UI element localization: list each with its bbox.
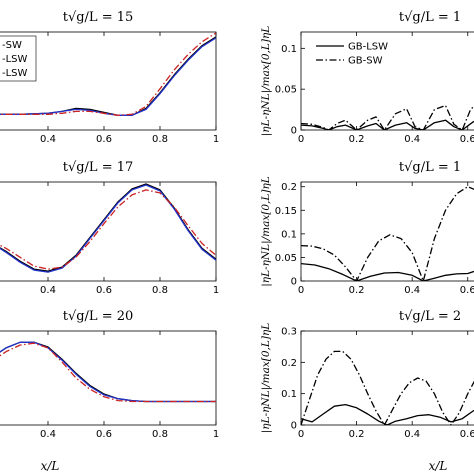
panel-right-top: 0 0.2 0.4 0.6 0 0.05 0.1 t√g/L = 1 |ηL-ηNL|/max[…	[260, 10, 474, 145]
series-line-curve-2	[0, 342, 216, 403]
series-line-curve-2	[0, 189, 216, 270]
y-tick-label: 0.1	[281, 389, 297, 400]
y-axis-label: |ηL-ηNL|/max[0,L]ηL	[260, 323, 273, 433]
axes-frame	[0, 330, 217, 426]
panel-left-bottom: 0.20.40.60.81t√g/L = 20x/L	[0, 309, 219, 473]
series-line-gb-sw	[301, 350, 474, 425]
axes-frame	[300, 330, 474, 426]
panel-title: t√g/L = 1	[399, 10, 461, 25]
x-tick-label: 0.6	[460, 134, 474, 145]
panel-left-top: 0.20.40.60.81t√g/L = 15-SW-LSW-LSW	[0, 10, 219, 145]
x-tick-label: 0.6	[460, 285, 474, 296]
axes-frame	[0, 181, 217, 282]
series-line-gb-lsw	[301, 262, 474, 281]
series-line-curve-0	[0, 183, 216, 272]
series-line-curve-1	[0, 341, 216, 403]
series-group	[0, 341, 216, 403]
x-axis-label: x/L	[429, 459, 448, 473]
panel-right-middle: 0 0.2 0.4 0.6 0 0.05 0.1 0.15 0.2 t√g/L = 1 |ηL-ηN…	[260, 160, 474, 296]
y-tick-label: 0.05	[275, 85, 297, 96]
y-tick-label: 0.1	[281, 229, 297, 240]
series-line-curve-0	[0, 341, 216, 403]
x-tick-label: 0.6	[460, 429, 474, 440]
legend-label: -LSW	[2, 54, 28, 65]
x-tick-label: 1	[213, 134, 219, 145]
x-tick-label: 0.8	[152, 429, 168, 440]
series-group	[0, 183, 216, 273]
series-line-gb-sw	[301, 186, 474, 281]
x-tick-label: 0.2	[349, 429, 365, 440]
series-line-gb-lsw	[301, 403, 474, 425]
legend-label: GB-SW	[348, 56, 383, 67]
x-tick-label: 0	[298, 134, 304, 145]
x-tick-label: 0.4	[404, 429, 420, 440]
x-tick-label: 0	[298, 285, 304, 296]
series-line-curve-1	[0, 184, 216, 273]
panel-title: t√g/L = 1	[399, 160, 461, 175]
y-tick-label: 0.2	[281, 358, 297, 369]
x-tick-label: 0.6	[96, 134, 112, 145]
x-tick-label: 0.4	[40, 134, 56, 145]
x-tick-label: 0	[298, 429, 304, 440]
y-tick-label: 0.15	[275, 206, 297, 217]
x-axis-label: x/L	[41, 459, 60, 473]
x-tick-label: 0.2	[349, 134, 365, 145]
x-tick-label: 0.8	[152, 285, 168, 296]
series-line-gb-lsw	[301, 119, 474, 130]
x-tick-label: 0.2	[349, 285, 365, 296]
series-line-gb-sw	[301, 104, 474, 130]
panel-left-middle: 0.20.40.60.81t√g/L = 17	[0, 160, 219, 296]
y-axis-label: |ηL-ηNL|/max[0,L]ηL	[260, 176, 273, 286]
panel-title: t√g/L = 2	[399, 309, 461, 324]
x-tick-label: 0.6	[96, 429, 112, 440]
legend-label: -LSW	[2, 68, 28, 79]
y-axis-label: |ηL-ηNL|/max[0,L]ηL	[260, 26, 273, 136]
y-tick-label: 0.3	[281, 327, 297, 338]
x-tick-label: 0.4	[40, 285, 56, 296]
x-tick-label: 0.4	[404, 285, 420, 296]
legend-label: -SW	[2, 40, 22, 51]
axes-frame	[300, 31, 474, 131]
series-group	[0, 32, 216, 116]
x-tick-label: 1	[213, 429, 219, 440]
y-tick-label: 0.05	[275, 253, 297, 264]
series-group	[301, 104, 474, 130]
y-tick-label: 0.1	[281, 44, 297, 55]
panel-title: t√g/L = 20	[63, 309, 134, 324]
x-tick-label: 0.6	[96, 285, 112, 296]
y-tick-label: 0	[291, 421, 297, 432]
y-tick-label: 0	[291, 126, 297, 137]
y-tick-label: 0.2	[281, 182, 297, 193]
x-tick-label: 1	[213, 285, 219, 296]
panel-title: t√g/L = 15	[63, 10, 134, 25]
legend-label: GB-LSW	[348, 42, 388, 53]
series-line-curve-2	[0, 32, 216, 116]
legend-box	[0, 35, 37, 82]
x-tick-label: 0.8	[152, 134, 168, 145]
x-tick-label: 0.4	[404, 134, 420, 145]
axes-frame	[300, 181, 474, 282]
x-tick-label: 0.4	[40, 429, 56, 440]
series-group	[301, 350, 474, 425]
panel-title: t√g/L = 17	[63, 160, 134, 175]
y-tick-label: 0	[291, 277, 297, 288]
series-group	[301, 186, 474, 281]
panel-right-bottom: 0 0.2 0.4 0.6 0 0.1 0.2 0.3 t√g/L = 2 x/L |ηL-ηNL|…	[260, 309, 474, 473]
